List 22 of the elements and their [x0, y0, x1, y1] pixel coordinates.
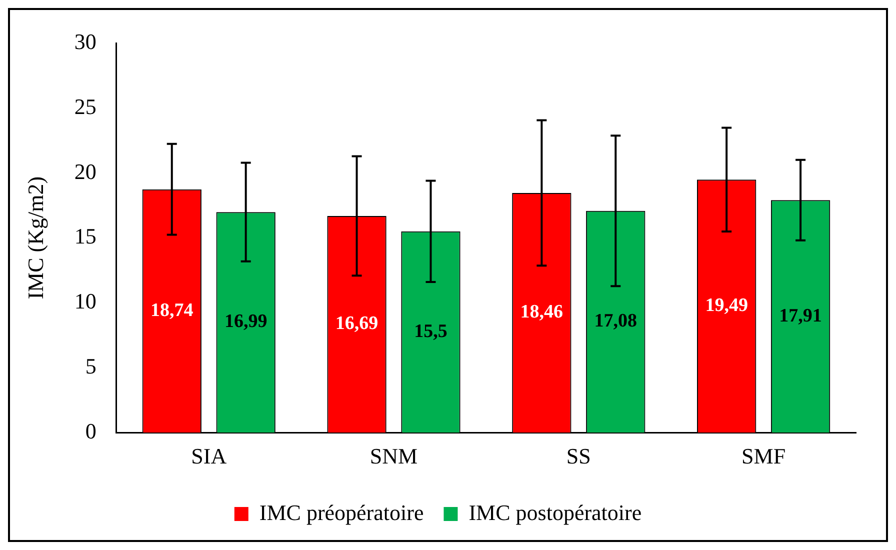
x-tick-label: SNM	[370, 444, 418, 469]
y-tick-label: 5	[85, 353, 96, 378]
x-tick-label: SMF	[742, 444, 786, 469]
data-label: 18,74	[150, 300, 194, 321]
x-tick-label: SS	[566, 444, 591, 469]
data-label: 17,08	[594, 310, 638, 332]
y-tick-label: 15	[74, 224, 96, 249]
y-tick-label: 30	[74, 28, 96, 54]
data-label: 18,46	[520, 302, 564, 323]
data-label: 16,99	[224, 311, 268, 332]
x-tick-label: SIA	[191, 444, 227, 469]
data-label: 19,49	[705, 295, 748, 316]
y-tick-label: 20	[74, 158, 96, 184]
legend-label: IMC postopératoire	[468, 500, 642, 525]
data-label: 15,5	[414, 320, 448, 342]
y-tick-label: 0	[85, 418, 96, 444]
y-tick-label: 25	[74, 94, 96, 119]
y-tick-label: 10	[74, 288, 96, 314]
data-label: 17,91	[779, 305, 822, 326]
y-axis-title: IMC (Kg/m2)	[22, 176, 48, 300]
data-label: 16,69	[335, 313, 378, 334]
legend-label: IMC préopératoire	[259, 500, 424, 525]
